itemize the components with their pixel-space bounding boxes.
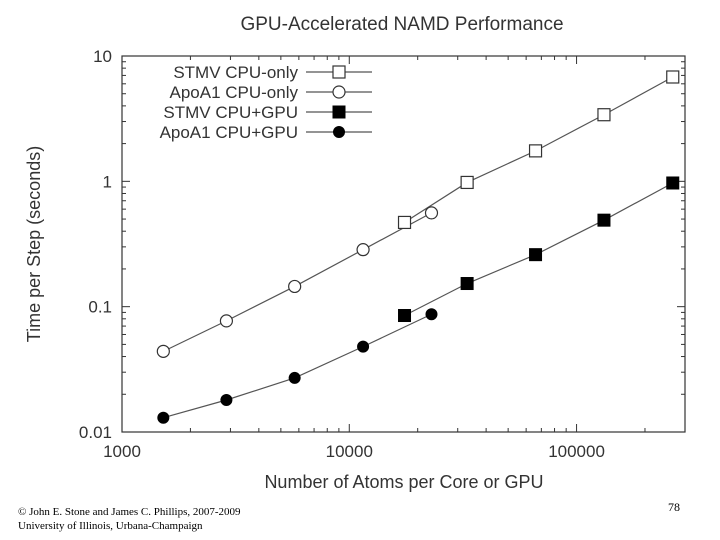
legend-marker bbox=[332, 85, 346, 99]
data-point-series-0 bbox=[528, 144, 543, 158]
data-point-series-0 bbox=[597, 108, 611, 122]
legend-marker bbox=[332, 65, 346, 79]
legend-marker bbox=[333, 126, 345, 138]
data-point-series-0 bbox=[666, 70, 680, 84]
legend-label: STMV CPU-only bbox=[173, 63, 298, 82]
data-point-series-1 bbox=[156, 344, 170, 358]
data-point-series-3 bbox=[288, 371, 301, 384]
y-tick-label: 1 bbox=[103, 172, 112, 191]
data-point-series-2 bbox=[529, 248, 543, 262]
series-line-3 bbox=[163, 313, 432, 419]
legend-label: ApoA1 CPU+GPU bbox=[160, 123, 298, 142]
slide-number: 78 bbox=[668, 500, 680, 514]
data-point-series-3 bbox=[157, 411, 170, 424]
data-point-series-1 bbox=[356, 243, 370, 257]
plot-frame bbox=[121, 55, 686, 433]
data-point-series-2 bbox=[597, 213, 611, 227]
data-point-series-3 bbox=[357, 340, 370, 353]
legend-label: ApoA1 CPU-only bbox=[169, 83, 298, 102]
data-point-series-1 bbox=[288, 279, 302, 294]
y-tick-label: 10 bbox=[93, 47, 112, 66]
y-tick-label: 0.01 bbox=[79, 423, 112, 442]
x-tick-label: 100000 bbox=[548, 442, 605, 461]
data-point-series-0 bbox=[397, 215, 412, 230]
namd-performance-chart: GPU-Accelerated NAMD Performance 0.01 0.1 1… bbox=[24, 14, 686, 492]
x-tick-label: 10000 bbox=[326, 442, 373, 461]
data-point-series-1 bbox=[424, 206, 439, 220]
data-point-series-0 bbox=[460, 175, 474, 190]
credit-line-1: © John E. Stone and James C. Phillips, 2… bbox=[18, 506, 241, 518]
x-axis-label: Number of Atoms per Core or GPU bbox=[264, 472, 543, 492]
y-axis-label: Time per Step (seconds) bbox=[24, 146, 44, 342]
data-point-series-2 bbox=[398, 309, 412, 323]
legend-label: STMV CPU+GPU bbox=[163, 103, 298, 122]
data-point-series-2 bbox=[460, 277, 474, 291]
legend-marker bbox=[332, 105, 346, 119]
credit-line-2: University of Illinois, Urbana-Champaign bbox=[18, 520, 203, 532]
data-point-series-3 bbox=[220, 394, 233, 407]
x-tick-label: 1000 bbox=[103, 442, 141, 461]
chart-title: GPU-Accelerated NAMD Performance bbox=[240, 14, 563, 35]
data-point-series-2 bbox=[666, 176, 680, 190]
y-tick-label: 0.1 bbox=[88, 298, 112, 317]
copyright-credit: © John E. Stone and James C. Phillips, 2… bbox=[18, 505, 241, 533]
data-point-series-3 bbox=[425, 308, 438, 321]
data-point-series-1 bbox=[219, 314, 234, 328]
